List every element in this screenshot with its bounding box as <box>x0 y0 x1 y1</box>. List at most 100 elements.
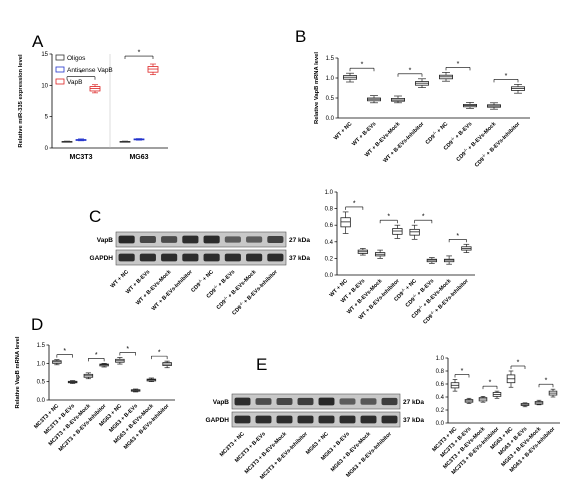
blot-row-label: VapB <box>213 399 230 406</box>
panel-label-e: E <box>256 355 267 374</box>
y-tick-label: 0.0 <box>326 116 335 122</box>
blot-band <box>246 236 263 243</box>
blot-band <box>224 253 241 262</box>
legend-swatch <box>55 54 65 61</box>
blot-band <box>297 415 314 424</box>
blot-band <box>267 235 284 244</box>
y-tick-label: 1.0 <box>325 190 334 196</box>
panel-label-c: C <box>89 207 101 226</box>
sig-marker: * <box>457 61 460 68</box>
blot-band <box>224 236 241 243</box>
blot-band <box>381 397 398 406</box>
y-tick-label: 1.0 <box>436 356 445 362</box>
sig-marker: * <box>63 348 66 355</box>
blot-lane-label: MG63 + B-EVs-Mock <box>330 431 373 474</box>
blot-band <box>161 253 178 262</box>
blot-band <box>246 253 263 262</box>
blot-band <box>182 253 199 262</box>
blot-band <box>234 415 251 424</box>
x-tick-label: MC3T3 <box>70 154 93 161</box>
x-tick-label: MG63 <box>129 154 148 161</box>
box <box>340 217 351 228</box>
blot-strip <box>115 231 287 248</box>
x-tick-label: CD9-/- + B-EVs-Inhibitor <box>473 119 522 168</box>
sig-marker: * <box>422 214 425 221</box>
y-tick-label: 0.8 <box>436 369 445 375</box>
sig-marker: * <box>387 214 390 221</box>
sig-marker: * <box>517 360 520 367</box>
y-tick-label: 1.5 <box>37 343 46 349</box>
blot-band <box>118 253 135 262</box>
box <box>409 228 420 236</box>
sig-marker: * <box>456 233 459 240</box>
y-tick-label: 1.5 <box>326 56 335 62</box>
y-tick-label: 0.5 <box>37 380 46 386</box>
sig-marker: * <box>138 50 141 57</box>
y-tick-label: 0.4 <box>436 395 445 401</box>
blot-row-label: VapB <box>97 237 114 244</box>
legend-label: VapB <box>67 79 82 86</box>
blot-size-label: 27 kDa <box>289 237 310 244</box>
y-tick-label: 5 <box>45 115 49 121</box>
blot-band <box>255 415 272 424</box>
sig-marker: * <box>353 200 356 207</box>
blot-lane-label: CD9-/- + B-EVs-Mock <box>214 267 258 311</box>
blot-band <box>255 398 272 405</box>
blot-band <box>318 397 335 406</box>
blot-band <box>339 415 356 424</box>
sig-marker: * <box>489 380 492 387</box>
blot-band <box>360 415 377 424</box>
box <box>392 228 403 235</box>
legend-swatch <box>55 66 65 73</box>
y-tick-label: 0 <box>45 146 49 152</box>
blot-band <box>203 235 220 244</box>
y-tick-label: 0.0 <box>37 398 46 404</box>
y-tick-label: 15 <box>41 52 48 58</box>
x-tick-label: WT + NC <box>333 121 353 141</box>
legend-label: Antisense VapB <box>67 67 113 74</box>
blot-strip <box>115 249 287 266</box>
y-tick-label: 10 <box>41 83 48 89</box>
blot-row-label: GAPDH <box>90 255 114 262</box>
y-tick-label: 0.0 <box>325 273 334 279</box>
blot-band <box>118 235 135 244</box>
panel-label-a: A <box>32 32 44 51</box>
y-tick-label: 0.5 <box>326 96 335 102</box>
blot-band <box>381 415 398 424</box>
blot-strip <box>231 393 401 410</box>
blot-band <box>161 236 178 243</box>
blot-size-label: 37 kDa <box>403 417 424 424</box>
blot-row-label: GAPDH <box>206 417 230 424</box>
blot-band <box>318 415 335 424</box>
blot-lane-label: WT + B-EVs-Inhibitor <box>151 269 195 313</box>
blot-band <box>139 236 156 243</box>
y-tick-label: 0.6 <box>325 223 334 229</box>
blot-band <box>139 253 156 262</box>
x-tick-label: CD9-/- + B-EVs-Mock <box>454 119 498 163</box>
y-axis-label: Relative VapB mRNA level <box>15 336 21 408</box>
y-tick-label: 0.0 <box>436 421 445 427</box>
blot-band <box>276 398 293 405</box>
y-tick-label: 0.2 <box>325 256 334 262</box>
sig-marker: * <box>95 352 98 359</box>
sig-marker: * <box>409 67 412 74</box>
legend-swatch <box>55 78 65 85</box>
y-tick-label: 0.6 <box>436 382 445 388</box>
y-tick-label: 1.0 <box>37 361 46 367</box>
blot-band <box>234 397 251 406</box>
blot-lane-label: WT + NC <box>110 269 130 289</box>
sig-marker: * <box>505 73 508 80</box>
blot-size-label: 27 kDa <box>403 399 424 406</box>
sig-marker: * <box>545 378 548 385</box>
sig-marker: * <box>126 346 129 353</box>
sig-marker: * <box>361 62 364 69</box>
chart-b: 0.0 0.5 1.0 1.5 Relative VapB mRNA level WT +… <box>314 52 530 169</box>
x-tick-label: WT + B-EVs-Inhibitor <box>382 121 426 165</box>
y-axis-label: Relative VapB mRNA level <box>314 52 320 124</box>
chart-a: 0 5 10 15 Relative miR-335 expression level M… <box>18 50 168 161</box>
